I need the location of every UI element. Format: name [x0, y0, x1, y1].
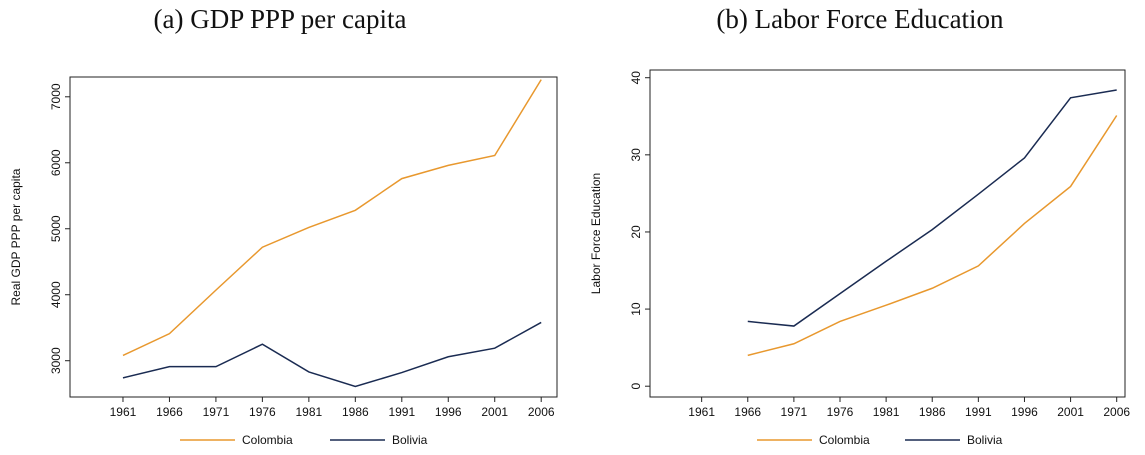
x-tick-label: 1991: [965, 405, 992, 419]
legend-label: Bolivia: [967, 433, 1003, 447]
x-tick-label: 1961: [110, 405, 137, 419]
y-tick-label: 30: [629, 148, 643, 162]
y-tick-label: 0: [629, 383, 643, 390]
x-tick-label: 2001: [1057, 405, 1084, 419]
x-tick-label: 1986: [919, 405, 946, 419]
x-tick-label: 2006: [528, 405, 555, 419]
legend-label: Colombia: [819, 433, 870, 447]
x-tick-label: 1996: [435, 405, 462, 419]
series-line: [747, 89, 1117, 327]
series-line: [122, 79, 542, 357]
x-tick-label: 1966: [734, 405, 761, 419]
x-tick-label: 1981: [296, 405, 323, 419]
legend-label: Bolivia: [392, 433, 428, 447]
y-tick-label: 4000: [49, 281, 63, 308]
x-tick-label: 2001: [481, 405, 508, 419]
plot-frame: [69, 76, 558, 398]
chart-title: (b) Labor Force Education: [716, 4, 1004, 34]
chart-title: (a) GDP PPP per capita: [154, 4, 407, 34]
x-tick-label: 1991: [388, 405, 415, 419]
y-tick-label: 5000: [49, 215, 63, 242]
series-line: [122, 321, 542, 388]
x-tick-label: 1996: [1011, 405, 1038, 419]
x-tick-label: 1971: [203, 405, 230, 419]
x-tick-label: 1976: [827, 405, 854, 419]
y-axis-label: Labor Force Education: [589, 173, 603, 294]
x-tick-label: 1986: [342, 405, 369, 419]
y-tick-label: 20: [629, 225, 643, 239]
x-tick-label: 1981: [873, 405, 900, 419]
y-tick-label: 10: [629, 302, 643, 316]
x-tick-label: 1976: [249, 405, 276, 419]
series-line: [747, 115, 1118, 357]
legend-label: Colombia: [242, 433, 293, 447]
y-tick-label: 7000: [49, 83, 63, 110]
plot-frame: [649, 69, 1126, 398]
y-tick-label: 3000: [49, 347, 63, 374]
x-tick-label: 1961: [688, 405, 715, 419]
y-tick-label: 6000: [49, 149, 63, 176]
x-tick-label: 2006: [1103, 405, 1130, 419]
y-axis-label: Real GDP PPP per capita: [9, 168, 23, 305]
x-tick-label: 1966: [156, 405, 183, 419]
x-tick-label: 1971: [781, 405, 808, 419]
y-tick-label: 40: [629, 71, 643, 85]
